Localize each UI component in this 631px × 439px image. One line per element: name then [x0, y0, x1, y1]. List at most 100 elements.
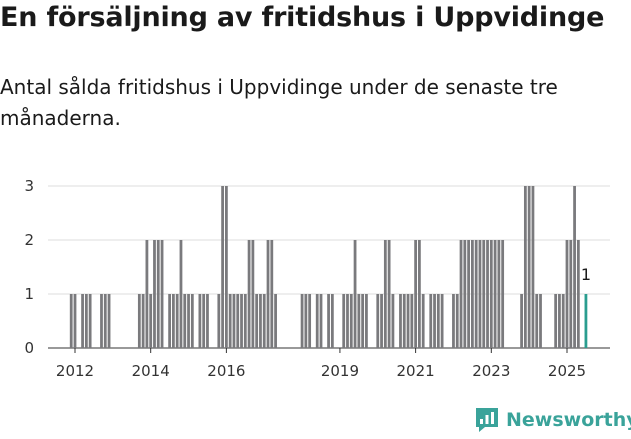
bar: [243, 294, 247, 348]
bar: [383, 240, 387, 348]
bar: [565, 240, 569, 348]
bar: [236, 294, 240, 348]
axis-labels: 0 1 2 3 2012 2014 2016 2019 2021 2023 2025: [24, 177, 586, 380]
bar: [569, 240, 573, 348]
x-tick-label: 2023: [472, 362, 510, 380]
bar: [353, 240, 357, 348]
bar: [380, 294, 383, 348]
bar: [247, 240, 251, 348]
grid-lines: [48, 185, 610, 353]
bar: [440, 294, 444, 348]
x-tick-label: 2019: [321, 362, 359, 380]
bar: [274, 294, 277, 348]
bar: [455, 294, 459, 348]
bar: [330, 294, 334, 348]
chart-title: En försäljning av fritidshus i Uppviding…: [0, 2, 605, 33]
bar: [474, 240, 478, 348]
bar: [501, 240, 505, 348]
bar: [365, 294, 368, 348]
bar: [414, 240, 418, 348]
bar: [206, 294, 209, 348]
bar: [153, 240, 156, 348]
bar: [300, 294, 304, 348]
bar: [175, 294, 179, 348]
newsworthy-logo-icon: [476, 408, 498, 432]
bar: [232, 294, 236, 348]
bar: [319, 294, 323, 348]
bar: [406, 294, 410, 348]
bar: [346, 294, 349, 348]
bar: [573, 186, 576, 348]
bar: [228, 294, 232, 348]
bar: [81, 294, 84, 348]
bar: [225, 186, 228, 348]
bar: [141, 294, 145, 348]
bar: [315, 294, 319, 348]
brand-name: Newsworthy: [506, 409, 631, 431]
bar: [486, 240, 489, 348]
bar: [429, 294, 433, 348]
bar: [349, 294, 353, 348]
bar: [459, 240, 463, 348]
bar: [172, 294, 175, 348]
bar: [342, 294, 346, 348]
bar: [160, 240, 164, 348]
bar: [433, 294, 436, 348]
bar: [463, 240, 467, 348]
bar: [308, 294, 312, 348]
bar: [539, 294, 542, 348]
data-labels: 1: [581, 265, 591, 284]
bar: [554, 294, 558, 348]
bar: [221, 186, 224, 348]
bar: [531, 186, 535, 348]
bar: [145, 240, 149, 348]
bar: [251, 240, 255, 348]
bar: [527, 186, 531, 348]
data-label: 1: [581, 265, 591, 284]
bar: [179, 240, 183, 348]
y-tick-label: 1: [24, 285, 34, 303]
bar: [387, 240, 391, 348]
bar: [262, 294, 266, 348]
bars: [69, 186, 588, 348]
bar: [376, 294, 380, 348]
bar: [84, 294, 88, 348]
bar: [497, 240, 501, 348]
bar: [471, 240, 474, 348]
bar: [482, 240, 486, 348]
bar: [357, 294, 361, 348]
bar: [69, 294, 73, 348]
bar: [137, 294, 141, 348]
bar: [100, 294, 103, 348]
bar: [523, 186, 527, 348]
bar: [183, 294, 187, 348]
chart-subtitle: Antal sålda fritidshus i Uppvidinge unde…: [0, 75, 558, 130]
bar: [255, 294, 259, 348]
bar: [304, 294, 308, 348]
bar: [103, 294, 107, 348]
newsworthy-logo: Newsworthy: [475, 407, 631, 433]
bar: [399, 294, 402, 348]
bar: [489, 240, 493, 348]
bar: [327, 294, 330, 348]
bar: [198, 294, 202, 348]
x-tick-label: 2021: [397, 362, 435, 380]
bar: [73, 294, 77, 348]
bar: [478, 240, 482, 348]
x-tick-label: 2014: [132, 362, 170, 380]
bar: [202, 294, 206, 348]
bar: [558, 294, 561, 348]
bar: [190, 294, 194, 348]
bar: [217, 294, 221, 348]
x-tick-label: 2016: [207, 362, 245, 380]
bar: [259, 294, 262, 348]
x-tick-label: 2025: [548, 362, 586, 380]
y-tick-label: 3: [24, 177, 34, 195]
bar: [418, 240, 421, 348]
bar: [576, 240, 580, 348]
bar: [402, 294, 406, 348]
y-tick-label: 0: [24, 339, 34, 357]
bar: [187, 294, 190, 348]
bar: [149, 294, 153, 348]
bar: [493, 240, 497, 348]
